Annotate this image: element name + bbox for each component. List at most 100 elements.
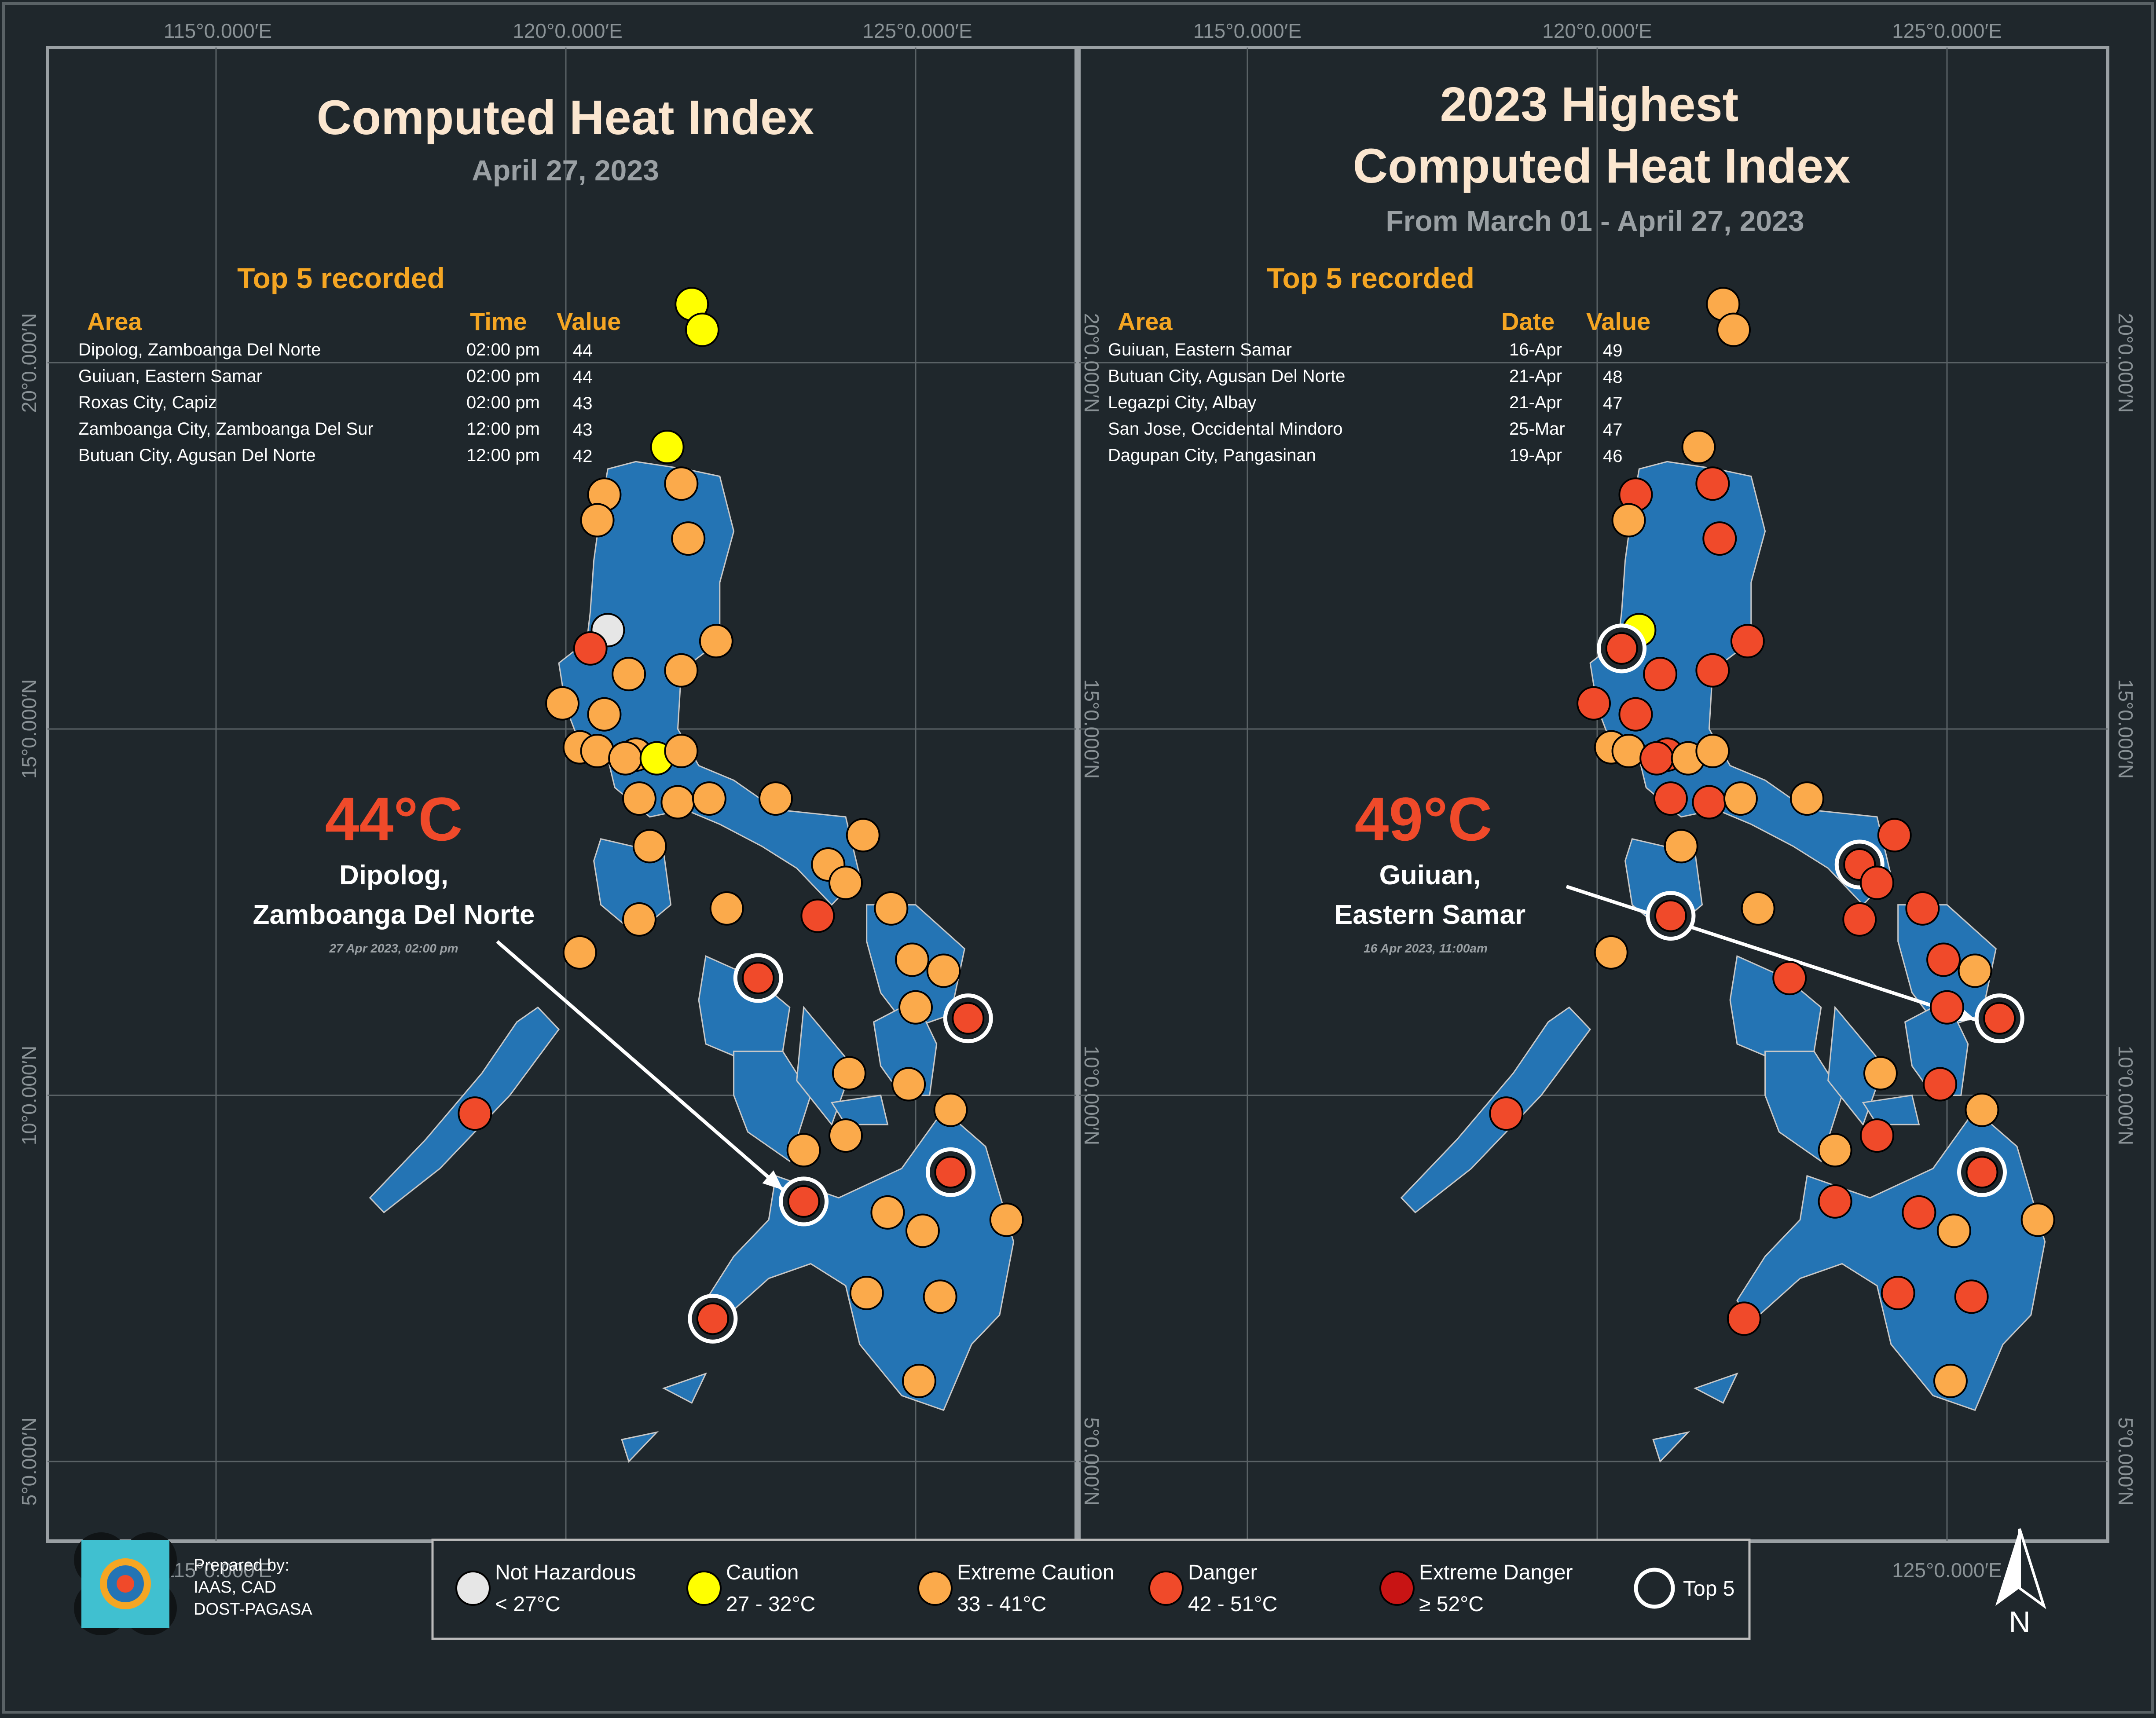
right-highlight-timestamp: 16 Apr 2023, 11:00am: [1364, 941, 1488, 955]
right-row-value: 47: [1603, 394, 1623, 413]
right-top5-table: Guiuan, Eastern Samar 16-Apr 49 Butuan C…: [1108, 340, 1623, 466]
lat-label-middle: 20°0.000′N: [1080, 313, 1103, 413]
island-shape: [733, 1051, 812, 1162]
legend-swatch-extreme_danger: [1379, 1571, 1415, 1606]
lat-label-right: 20°0.000′N: [2114, 313, 2137, 413]
station-marker: [664, 466, 699, 501]
left-row-value: 42: [573, 447, 593, 466]
lat-label-right: 10°0.000′N: [2114, 1046, 2137, 1146]
station-marker: [1818, 1133, 1852, 1168]
island-shape: [621, 1431, 659, 1463]
right-col-area: Area: [1118, 308, 1173, 335]
left-highlight-timestamp: 27 Apr 2023, 02:00 pm: [329, 941, 458, 955]
station-marker: [1860, 865, 1894, 900]
left-top5-title: Top 5 recorded: [237, 262, 445, 294]
station-marker: [926, 953, 961, 988]
left-station-markers: [458, 287, 1024, 1398]
right-highlight-station-line2: Eastern Samar: [1335, 900, 1525, 930]
left-row-time: 12:00 pm: [466, 419, 540, 439]
left-graticule: [48, 48, 1076, 1541]
north-label: N: [2009, 1605, 2030, 1639]
left-row-area: Dipolog, Zamboanga Del Norte: [78, 340, 321, 359]
right-col-date: Date: [1501, 308, 1555, 335]
station-marker: [989, 1202, 1024, 1237]
left-subtitle: April 27, 2023: [472, 154, 659, 187]
lat-label-right: 5°0.000′N: [2114, 1418, 2137, 1506]
left-row-time: 12:00 pm: [466, 446, 540, 465]
station-marker: [1723, 781, 1758, 816]
lon-label-top: 120°0.000′E: [1542, 19, 1652, 42]
station-marker: [1863, 1056, 1898, 1091]
legend-swatch-danger: [1148, 1571, 1184, 1606]
right-row-value: 49: [1603, 341, 1623, 360]
right-row-date: 21-Apr: [1509, 393, 1562, 412]
station-marker: [622, 902, 656, 937]
station-marker: [923, 1279, 957, 1314]
station-marker: [905, 1213, 940, 1248]
left-row-area: Zamboanga City, Zamboanga Del Sur: [78, 419, 374, 439]
station-marker: [1790, 781, 1824, 816]
station-marker: [1664, 829, 1698, 864]
callout-arrow-head: [762, 1170, 783, 1190]
right-row-date: 21-Apr: [1509, 366, 1562, 386]
station-marker: [1695, 733, 1730, 768]
station-marker: [832, 1056, 866, 1091]
left-row-area: Guiuan, Eastern Samar: [78, 366, 262, 386]
right-row-area: Dagupan City, Pangasinan: [1108, 446, 1316, 465]
left-row-time: 02:00 pm: [466, 366, 540, 386]
legend-range-not_hazardous: < 27°C: [495, 1593, 561, 1616]
station-marker: [1905, 891, 1940, 926]
station-marker: [1983, 1002, 2016, 1035]
station-marker: [891, 1067, 926, 1102]
station-marker: [1926, 942, 1961, 977]
station-marker: [580, 503, 615, 538]
right-row-value: 46: [1603, 447, 1623, 466]
right-station-markers: [1489, 287, 2055, 1398]
right-row-value: 47: [1603, 420, 1623, 440]
station-marker: [800, 898, 835, 933]
right-graticule: [1079, 48, 2108, 1541]
left-highlight-station-line1: Dipolog,: [339, 860, 448, 890]
station-marker: [1643, 657, 1678, 692]
right-row-area: Guiuan, Eastern Samar: [1108, 340, 1292, 359]
station-marker: [1654, 899, 1687, 932]
right-row-area: San Jose, Occidental Mindoro: [1108, 419, 1343, 439]
right-land-layer: [1400, 461, 2046, 1463]
lat-label-left: 20°0.000′N: [18, 313, 40, 413]
station-marker: [742, 962, 775, 995]
left-col-area: Area: [87, 308, 142, 335]
station-marker: [1639, 741, 1674, 776]
right-row-area: Legazpi City, Albay: [1108, 393, 1256, 412]
lat-label-left: 15°0.000′N: [18, 679, 40, 779]
credit-line-3: DOST-PAGASA: [194, 1600, 312, 1619]
callout-arrow-line: [1566, 885, 1976, 1022]
island-shape: [830, 1094, 889, 1125]
station-marker: [934, 1156, 967, 1189]
station-marker: [1842, 902, 1877, 937]
right-row-date: 19-Apr: [1509, 446, 1562, 465]
lat-label-right: 15°0.000′N: [2114, 679, 2137, 779]
island-shape: [662, 1372, 707, 1404]
left-col-value: Value: [557, 308, 621, 335]
station-marker: [829, 865, 863, 900]
left-map-panel: Computed Heat Index April 27, 2023 Top 5…: [46, 46, 1078, 1543]
station-marker: [829, 1118, 863, 1153]
station-marker: [902, 1363, 936, 1398]
station-marker: [696, 1302, 729, 1335]
left-col-time: Time: [470, 308, 527, 335]
island-shape: [1827, 1005, 1885, 1126]
legend-swatch-extreme_caution: [917, 1571, 953, 1606]
station-marker: [898, 990, 933, 1025]
station-marker: [849, 1276, 884, 1311]
legend-range-extreme_danger: ≥ 52°C: [1419, 1593, 1484, 1616]
legend-swatch-caution: [686, 1571, 722, 1606]
station-marker: [1965, 1156, 1998, 1189]
station-marker: [1727, 1301, 1761, 1336]
lon-label-bottom: 115°0.000′E: [164, 1559, 272, 1582]
station-marker: [952, 1002, 985, 1035]
lon-label-top: 125°0.000′E: [862, 19, 972, 42]
station-marker: [895, 942, 930, 977]
left-title: Computed Heat Index: [317, 91, 814, 145]
legend-label-top5: Top 5: [1683, 1577, 1734, 1601]
